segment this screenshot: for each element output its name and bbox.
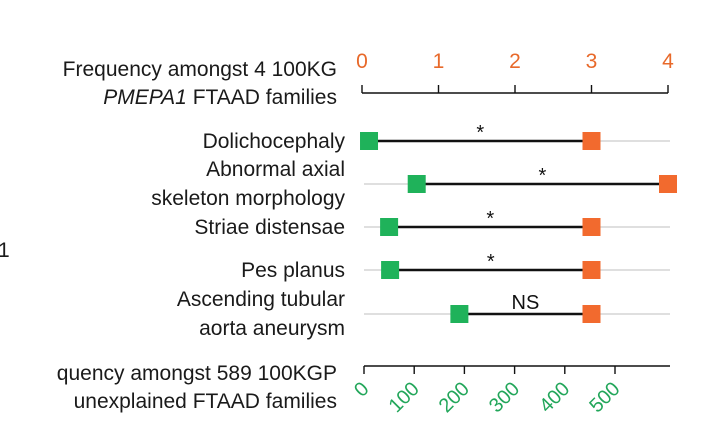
row: Ascending tubular aorta aneurysm NS	[177, 288, 670, 340]
top-marker	[659, 175, 677, 193]
left-edge-fragment: 1	[0, 239, 10, 262]
bottom-marker	[360, 132, 379, 150]
top-marker	[582, 261, 601, 279]
row-label: Dolichocephaly	[203, 130, 346, 153]
bottom-axis: 0 100 200 300 400 500	[350, 365, 670, 417]
row: Dolichocephaly *	[203, 122, 670, 153]
significance-label: *	[538, 165, 546, 187]
row-label: Pes planus	[241, 259, 345, 282]
top-axis-tick-label: 2	[509, 50, 521, 73]
top-axis-tick-label: 3	[586, 50, 598, 73]
bottom-marker	[380, 218, 399, 236]
top-axis-tick-label: 1	[433, 50, 445, 73]
significance-label: *	[476, 122, 484, 144]
chart-rows: Dolichocephaly * Abnormal axial skeleton mo…	[151, 122, 677, 340]
significance-label: NS	[512, 292, 540, 314]
row-label: aorta aneurysm	[199, 317, 345, 340]
top-axis-label-line1: Frequency amongst 4 100KG	[63, 58, 337, 81]
significance-label: *	[487, 251, 495, 273]
row-label: skeleton morphology	[151, 187, 345, 210]
bottom-axis-label-line2: unexplained FTAAD families	[74, 390, 337, 413]
bottom-axis-tick-label: 200	[435, 378, 474, 417]
top-axis: 0 1 2 3 4	[356, 50, 674, 94]
top-marker	[582, 305, 601, 323]
bottom-axis-tick-label: 500	[585, 378, 624, 417]
row-label: Abnormal axial	[206, 158, 345, 181]
bottom-axis-label-line1: quency amongst 589 100KGP	[57, 362, 337, 385]
top-axis-tick-label: 4	[662, 50, 674, 73]
bottom-axis-tick-label: 0	[350, 378, 373, 401]
row: Pes planus *	[241, 251, 670, 282]
bottom-marker	[407, 175, 426, 193]
row-label: Striae distensae	[194, 216, 345, 239]
bottom-marker	[381, 261, 400, 279]
top-axis-label-line2: PMEPA1 FTAAD families	[103, 86, 337, 109]
top-marker	[582, 132, 601, 150]
top-axis-tick-label: 0	[356, 50, 368, 73]
bottom-axis-tick-label: 300	[485, 378, 524, 417]
bottom-axis-tick-label: 100	[385, 378, 424, 417]
row-label: Ascending tubular	[177, 288, 345, 311]
bottom-marker	[450, 305, 469, 323]
bottom-axis-tick-label: 400	[535, 378, 574, 417]
row: Striae distensae *	[194, 208, 670, 239]
significance-label: *	[486, 208, 494, 230]
top-marker	[582, 218, 601, 236]
row: Abnormal axial skeleton morphology *	[151, 158, 677, 210]
